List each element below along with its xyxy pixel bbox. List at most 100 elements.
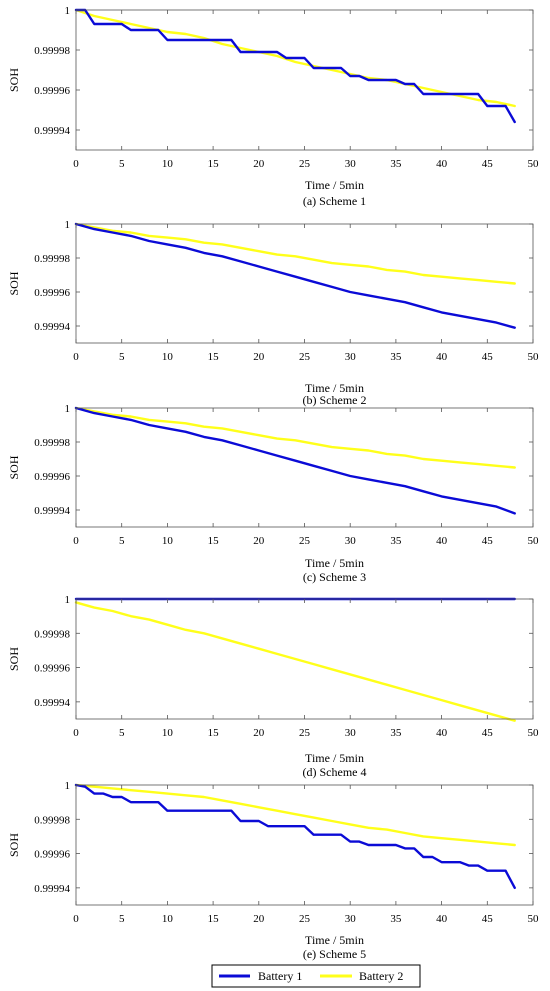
y-tick-label: 0.99998 bbox=[34, 437, 70, 449]
x-tick-label: 35 bbox=[390, 351, 402, 363]
x-tick-label: 5 bbox=[119, 535, 125, 547]
x-axis-label: Time / 5min bbox=[305, 751, 364, 765]
series-line-battery-1 bbox=[74, 406, 516, 515]
x-tick-label: 30 bbox=[345, 158, 357, 170]
panel-2: 0 5 10 15 20 25 30 35 40 45 50 1 0.99998 0.99996 0.999… bbox=[7, 219, 539, 407]
series-line-battery-2 bbox=[74, 222, 516, 285]
x-tick-label: 15 bbox=[208, 913, 220, 925]
x-tick-label: 15 bbox=[208, 535, 220, 547]
x-tick-label: 5 bbox=[119, 158, 125, 170]
x-tick-label: 20 bbox=[253, 727, 265, 739]
y-tick-label: 1 bbox=[65, 780, 71, 792]
plot-frame bbox=[75, 407, 534, 528]
x-tick-label: 0 bbox=[73, 727, 79, 739]
x-tick-label: 5 bbox=[119, 727, 125, 739]
x-tick-label: 50 bbox=[528, 158, 540, 170]
x-tick-label: 50 bbox=[528, 913, 540, 925]
panels: 0 5 10 15 20 25 30 35 40 45 5010.999980.999960.999… bbox=[7, 5, 539, 961]
y-tick-label: 1 bbox=[65, 5, 71, 17]
legend: Battery 1 Battery 2 bbox=[211, 964, 421, 988]
x-tick-label: 40 bbox=[436, 158, 448, 170]
x-tick-label: 40 bbox=[436, 351, 448, 363]
x-tick-label: 15 bbox=[208, 158, 220, 170]
x-axis-label: Time / 5min bbox=[305, 178, 364, 192]
y-tick-label: 0.99996 bbox=[34, 663, 70, 675]
x-tick-label: 35 bbox=[390, 158, 402, 170]
y-tick-label: 0.99994 bbox=[34, 697, 70, 709]
x-tick-label: 35 bbox=[390, 727, 402, 739]
panel-4: 0 5 10 15 20 25 30 35 40 45 50 1 0.99998 0.99996 0.999… bbox=[7, 594, 539, 779]
x-tick-label: 10 bbox=[162, 913, 174, 925]
x-tick-label: 45 bbox=[482, 158, 494, 170]
x-tick-label: 20 bbox=[253, 535, 265, 547]
x-tick-label: 25 bbox=[299, 158, 311, 170]
x-tick-label: 35 bbox=[390, 535, 402, 547]
y-axis-label: SOH bbox=[7, 647, 21, 671]
y-tick-label: 1 bbox=[65, 594, 71, 606]
x-tick-label: 10 bbox=[162, 727, 174, 739]
x-tick-label: 25 bbox=[299, 535, 311, 547]
x-tick-label: 20 bbox=[253, 351, 265, 363]
y-tick-label: 0.99998 bbox=[34, 45, 70, 57]
x-axis-label: Time / 5min bbox=[305, 933, 364, 947]
y-tick-label: 0.99994 bbox=[34, 125, 70, 137]
x-tick-label: 50 bbox=[528, 351, 540, 363]
x-tick-label: 30 bbox=[345, 727, 357, 739]
x-tick-label: 40 bbox=[436, 535, 448, 547]
y-tick-label: 0.99998 bbox=[34, 253, 70, 265]
panel-caption: (e) Scheme 5 bbox=[303, 947, 366, 961]
plot-frame bbox=[75, 223, 534, 344]
x-tick-label: 10 bbox=[162, 535, 174, 547]
x-tick-label: 20 bbox=[253, 913, 265, 925]
x-axis-label: Time / 5min bbox=[305, 381, 364, 395]
y-axis-label: SOH bbox=[7, 68, 21, 92]
x-tick-label: 20 bbox=[253, 158, 265, 170]
x-tick-label: 0 bbox=[73, 913, 79, 925]
series-line-battery-1 bbox=[74, 8, 516, 124]
series-line-battery-2 bbox=[74, 601, 516, 722]
x-tick-label: 35 bbox=[390, 913, 402, 925]
legend-box bbox=[211, 964, 421, 988]
x-tick-label: 5 bbox=[119, 913, 125, 925]
y-tick-label: 0.99998 bbox=[34, 628, 70, 640]
y-tick-label: 1 bbox=[65, 403, 71, 415]
x-tick-label: 45 bbox=[482, 913, 494, 925]
panel-caption: (a) Scheme 1 bbox=[303, 194, 366, 208]
series-line-battery-2 bbox=[74, 406, 516, 469]
x-tick-label: 25 bbox=[299, 351, 311, 363]
y-axis-label: SOH bbox=[7, 271, 21, 295]
y-tick-label: 0.99996 bbox=[34, 287, 70, 299]
x-axis-label: Time / 5min bbox=[305, 556, 364, 570]
y-axis-label: SOH bbox=[7, 455, 21, 479]
y-tick-label: 0.99996 bbox=[34, 471, 70, 483]
x-tick-label: 30 bbox=[345, 351, 357, 363]
x-tick-label: 5 bbox=[119, 351, 125, 363]
x-tick-label: 50 bbox=[528, 727, 540, 739]
series-line-battery-1 bbox=[74, 783, 516, 890]
x-tick-label: 0 bbox=[73, 535, 79, 547]
x-tick-label: 25 bbox=[299, 913, 311, 925]
x-tick-label: 10 bbox=[162, 158, 174, 170]
panel-1: 0 5 10 15 20 25 30 35 40 45 50 1 0.99998 0.99996 0.999… bbox=[7, 5, 539, 208]
x-tick-label: 0 bbox=[73, 351, 79, 363]
panel-caption: (d) Scheme 4 bbox=[303, 765, 367, 779]
y-tick-label: 0.99994 bbox=[34, 505, 70, 517]
x-tick-label: 40 bbox=[436, 913, 448, 925]
x-tick-label: 10 bbox=[162, 351, 174, 363]
panel-caption: (c) Scheme 3 bbox=[303, 570, 366, 584]
legend-label-battery-1: Battery 1 bbox=[258, 969, 302, 983]
y-tick-label: 0.99994 bbox=[34, 883, 70, 895]
series-line-battery-2 bbox=[74, 8, 516, 108]
panel-caption: (b) Scheme 2 bbox=[303, 393, 367, 407]
series-line-battery-2 bbox=[74, 783, 516, 847]
x-tick-label: 25 bbox=[299, 727, 311, 739]
x-tick-label: 40 bbox=[436, 727, 448, 739]
series-line-battery-1 bbox=[74, 222, 516, 329]
x-tick-label: 0 bbox=[73, 158, 79, 170]
x-tick-label: 50 bbox=[528, 535, 540, 547]
x-tick-label: 45 bbox=[482, 351, 494, 363]
panel-5: 0 5 10 15 20 25 30 35 40 45 50 1 0.99998 0.99996 0.999… bbox=[7, 780, 539, 961]
x-tick-label: 45 bbox=[482, 535, 494, 547]
legend-label-battery-2: Battery 2 bbox=[359, 969, 403, 983]
